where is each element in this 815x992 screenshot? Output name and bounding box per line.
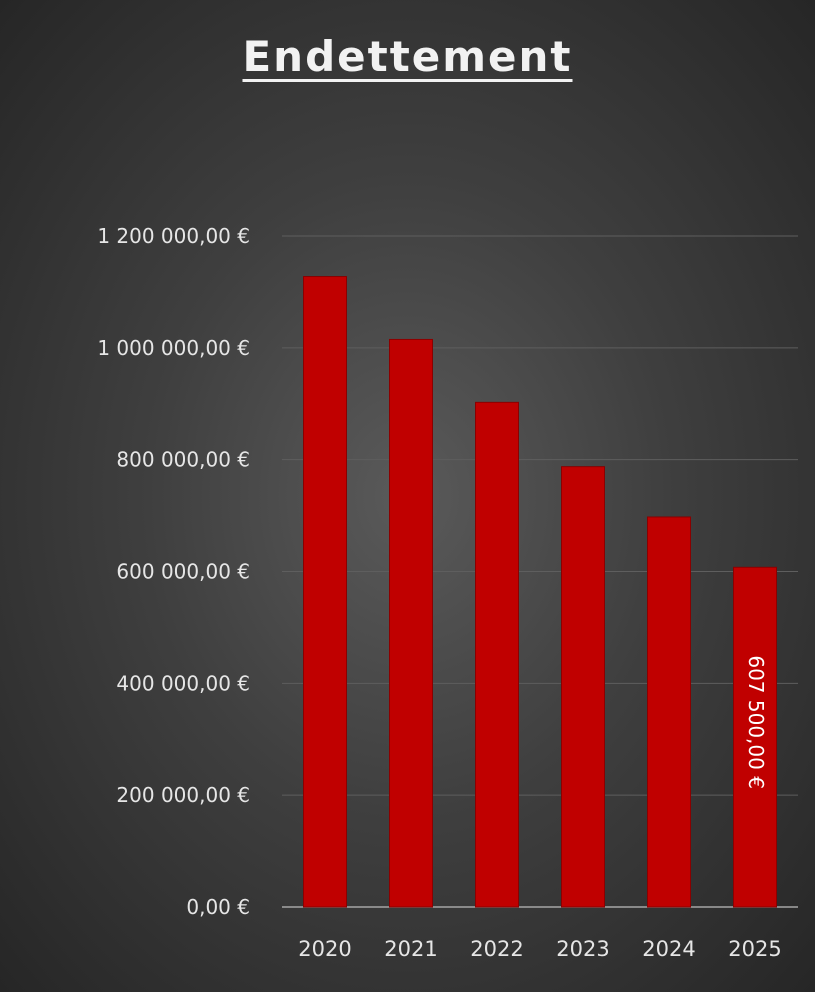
bar bbox=[647, 516, 691, 908]
bar bbox=[389, 338, 433, 908]
x-tick-label: 2020 bbox=[298, 937, 351, 961]
y-tick-label: 600 000,00 € bbox=[116, 560, 250, 584]
x-tick-label: 2022 bbox=[470, 937, 523, 961]
y-tick-label: 800 000,00 € bbox=[116, 448, 250, 472]
chart-title: Endettement bbox=[0, 32, 815, 81]
y-tick-label: 1 200 000,00 € bbox=[97, 224, 250, 248]
data-label: 607 500,00 € bbox=[744, 655, 768, 789]
y-tick-label: 400 000,00 € bbox=[116, 671, 250, 695]
x-tick-label: 2025 bbox=[728, 937, 781, 961]
bar bbox=[303, 276, 347, 908]
x-tick-label: 2021 bbox=[384, 937, 437, 961]
y-tick-label: 200 000,00 € bbox=[116, 783, 250, 807]
y-tick-label: 1 000 000,00 € bbox=[97, 336, 250, 360]
x-tick-label: 2023 bbox=[556, 937, 609, 961]
x-tick-label: 2024 bbox=[642, 937, 695, 961]
chart-title-text: Endettement bbox=[242, 32, 573, 81]
bar bbox=[475, 401, 519, 908]
bar bbox=[733, 566, 777, 908]
bar bbox=[561, 466, 605, 908]
y-tick-label: 0,00 € bbox=[186, 895, 250, 919]
